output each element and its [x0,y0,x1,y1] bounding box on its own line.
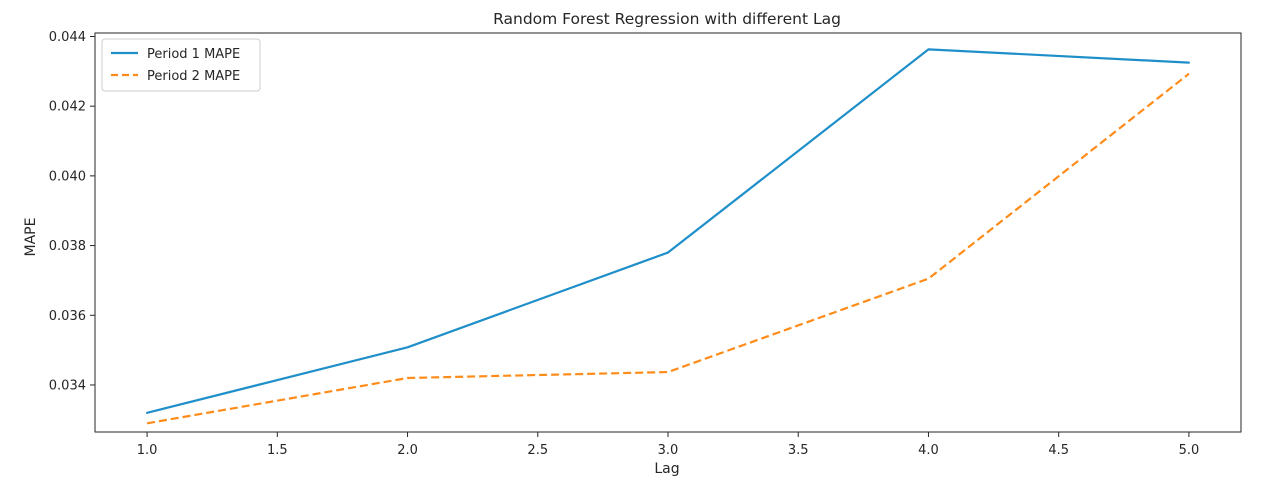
y-tick-label: 0.040 [49,169,86,184]
y-tick-label: 0.038 [49,239,86,254]
x-tick-label: 1.0 [137,443,158,458]
y-tick-label: 0.036 [49,309,86,324]
legend-label-2: Period 2 MAPE [147,69,240,84]
y-axis-label: MAPE [23,218,39,257]
series-line-1 [145,48,1191,414]
x-axis-label: Lag [654,461,679,477]
series-line-2 [146,72,1190,425]
x-tick-label: 2.5 [527,443,548,458]
plot-area: 1.0 1.5 2.0 2.5 3.0 3.5 4.0 4.5 5.0 0.034 0.036 0.0… [49,30,1242,458]
x-tick-label: 2.0 [397,443,418,458]
x-tick-label: 1.5 [267,443,288,458]
x-tick-label: 4.0 [918,443,939,458]
x-tick-label: 4.5 [1048,443,1069,458]
y-tick-label: 0.034 [49,378,86,393]
legend-label-1: Period 1 MAPE [147,47,240,62]
y-tick-label: 0.044 [49,30,86,45]
x-tick-label: 3.5 [788,443,809,458]
y-tick-label: 0.042 [49,100,86,115]
legend-box [101,38,261,92]
x-tick-label: 3.0 [658,443,679,458]
x-tick-label: 5.0 [1179,443,1200,458]
axes-frame [94,32,1242,433]
chart-title: Random Forest Regression with different … [493,10,841,28]
